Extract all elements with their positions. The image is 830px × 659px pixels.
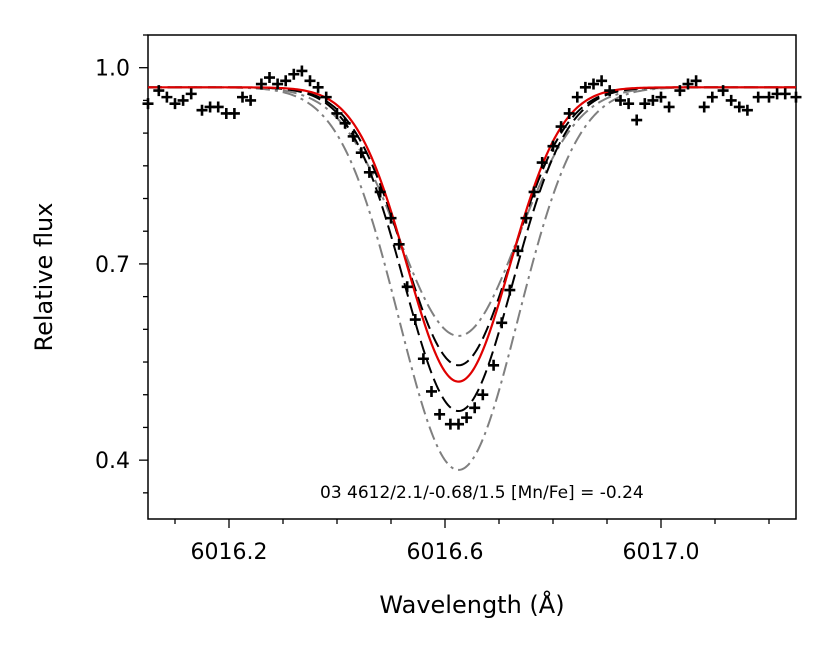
observed-point (663, 101, 675, 113)
x-tick-label: 6016.2 (191, 540, 268, 565)
observed-point (488, 359, 500, 371)
observed-point (469, 402, 481, 414)
observed-point (706, 91, 718, 103)
observed-point (763, 91, 775, 103)
observed-point (245, 94, 257, 106)
observed-point (453, 418, 464, 430)
observed-point (682, 78, 694, 90)
model-line-dashed (148, 86, 796, 413)
observed-point (555, 121, 567, 133)
observed-point (563, 107, 575, 119)
observed-point (385, 212, 397, 224)
y-tick-label: 0.7 (95, 253, 130, 278)
observed-point (496, 317, 508, 329)
observed-point (623, 98, 635, 110)
observed-point (272, 78, 284, 90)
model-line-dashdot (148, 86, 796, 471)
observed-point (296, 65, 308, 77)
observed-point (153, 85, 165, 97)
x-tick-label: 6016.6 (407, 540, 484, 565)
observed-point (339, 117, 351, 129)
plot-frame (147, 34, 797, 520)
observed-point (347, 130, 359, 142)
y-tick-label: 0.4 (95, 449, 130, 474)
observed-point (237, 91, 248, 103)
observed-point (639, 98, 651, 110)
observed-point (477, 389, 489, 401)
observed-point (393, 238, 405, 250)
observed-point (426, 385, 437, 397)
observed-point (674, 85, 686, 97)
observed-point (161, 91, 173, 103)
observed-point (690, 75, 702, 87)
y-tick-label: 1.0 (95, 57, 130, 82)
observed-point (717, 85, 729, 97)
observed-point (725, 94, 737, 106)
observed-point (312, 81, 324, 93)
observed-point (528, 186, 540, 198)
observed-point (520, 212, 532, 224)
observed-point (196, 104, 208, 116)
best-fit-line (148, 86, 796, 383)
observed-point (461, 412, 473, 424)
observed-point (547, 140, 559, 152)
observed-point (733, 101, 745, 113)
observed-point (212, 101, 224, 113)
fit-annotation: 03 4612/2.1/-0.68/1.5 [Mn/Fe] = -0.24 (320, 483, 644, 503)
observed-point (571, 91, 583, 103)
observed-point (264, 72, 275, 84)
x-tick-label: 6017.0 (623, 540, 700, 565)
y-axis-label: Relative flux (30, 203, 58, 352)
observed-point (504, 284, 516, 296)
observed-point (536, 157, 548, 169)
observed-point (698, 101, 710, 113)
observed-point (255, 78, 267, 90)
observed-point (169, 98, 181, 110)
observed-point (401, 281, 413, 293)
observed-point (409, 314, 421, 326)
observed-point (647, 94, 659, 106)
observed-point (631, 114, 643, 126)
observed-point (579, 81, 591, 93)
x-axis: 6016.2 6016.6 6017.0 (174, 519, 770, 565)
observed-point (417, 353, 429, 365)
observed-point (512, 245, 524, 257)
observed-point (596, 75, 608, 87)
observed-point (779, 88, 791, 100)
model-line-dashed (148, 86, 796, 367)
observed-point (228, 107, 240, 119)
observed-point (374, 186, 386, 198)
observed-point (355, 147, 367, 159)
x-axis-label: Wavelength (Å) (379, 590, 564, 619)
observed-point (604, 85, 616, 97)
observed-point (655, 91, 667, 103)
observed-points (142, 65, 802, 430)
observed-point (615, 94, 626, 106)
observed-point (288, 68, 300, 80)
observed-point (185, 88, 197, 100)
y-axis: 0.4 0.7 1.0 (95, 34, 148, 494)
model-lines (148, 86, 796, 471)
observed-point (177, 94, 189, 106)
observed-point (741, 104, 753, 116)
observed-point (320, 91, 332, 103)
observed-point (280, 75, 292, 87)
observed-point (790, 91, 802, 103)
observed-point (331, 107, 343, 119)
observed-point (304, 75, 316, 87)
observed-point (434, 408, 446, 420)
observed-point (588, 78, 599, 90)
observed-point (363, 166, 375, 178)
model-line-dashdot (148, 86, 796, 337)
observed-point (752, 91, 764, 103)
